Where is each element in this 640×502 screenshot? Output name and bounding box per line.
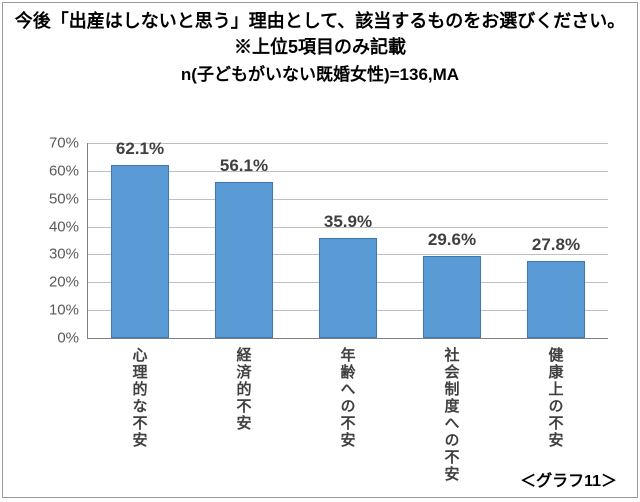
y-tick-label: 20% — [27, 274, 79, 291]
x-category-label: 社会制度への不安 — [441, 347, 462, 483]
chart-frame: 今後「出産はしないと思う」理由として、該当するものをお選びください。 ※上位5項… — [2, 2, 638, 498]
bar — [111, 165, 168, 338]
plot-area: 62.1%56.1%35.9%29.6%27.8% — [87, 143, 608, 339]
x-axis-labels: 心理的な不安 経済的不安 年齢への不安 社会制度への不安 健康上の不安 — [87, 343, 607, 483]
chart-footer-label: ＜グラフ11＞ — [520, 467, 617, 491]
bar-chart: 62.1%56.1%35.9%29.6%27.8% 心理的な不安経済的不安年齢へ… — [27, 113, 619, 363]
x-category-label: 健康上の不安 — [545, 347, 566, 449]
bar-value-label: 27.8% — [532, 235, 580, 255]
y-tick-label: 30% — [27, 246, 79, 263]
y-tick-label: 70% — [27, 135, 79, 152]
x-category-label: 心理的な不安 — [129, 347, 150, 449]
y-tick-label: 10% — [27, 302, 79, 319]
chart-title-line3: n(子どもがいない既婚女性)=136,MA — [3, 64, 637, 87]
bar — [423, 256, 480, 338]
gridline — [88, 143, 608, 144]
chart-titles: 今後「出産はしないと思う」理由として、該当するものをお選びください。 ※上位5項… — [3, 3, 637, 87]
bar-value-label: 29.6% — [428, 230, 476, 250]
bar-value-label: 35.9% — [324, 212, 372, 232]
chart-title-line2: ※上位5項目のみ記載 — [3, 35, 637, 59]
bar — [527, 261, 584, 338]
y-tick-label: 50% — [27, 190, 79, 207]
x-category-label: 年齢への不安 — [337, 347, 358, 449]
x-category-label: 経済的不安 — [233, 347, 254, 432]
bar-value-label: 62.1% — [116, 139, 164, 159]
bar — [215, 182, 272, 338]
y-tick-label: 60% — [27, 162, 79, 179]
chart-title-line1: 今後「出産はしないと思う」理由として、該当するものをお選びください。 — [3, 9, 637, 33]
bar — [319, 238, 376, 338]
y-tick-label: 40% — [27, 218, 79, 235]
y-tick-label: 0% — [27, 330, 79, 347]
bar-value-label: 56.1% — [220, 156, 268, 176]
